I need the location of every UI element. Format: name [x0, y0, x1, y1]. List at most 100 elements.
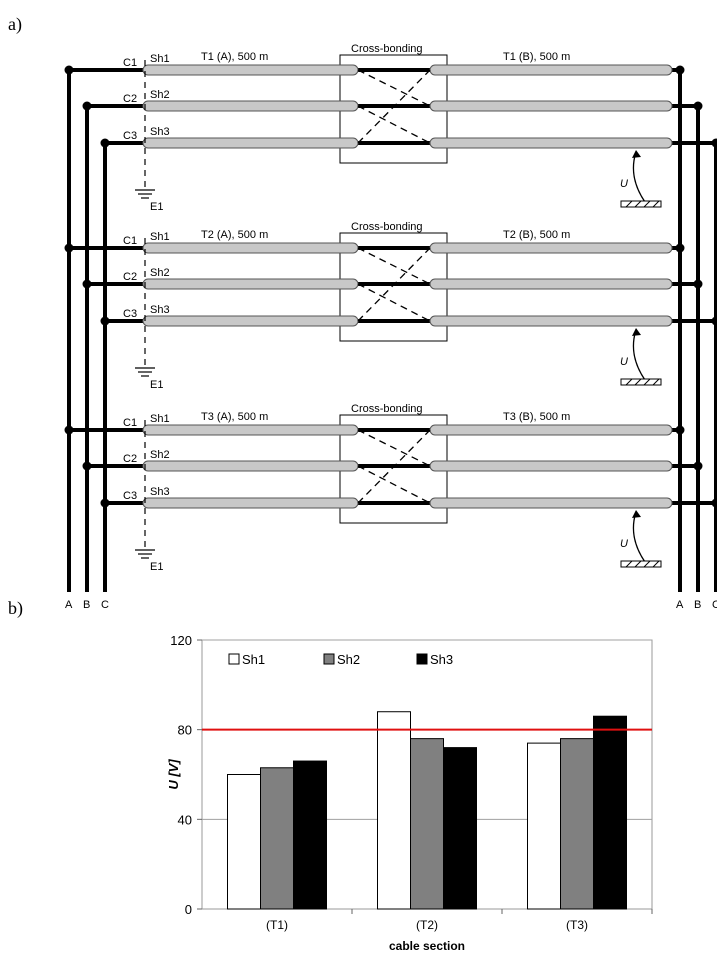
sheath-label: Sh2: [150, 267, 170, 279]
y-tick-label: 40: [178, 812, 192, 827]
sheath-left: [142, 137, 359, 149]
cross-bonding-link: [357, 69, 431, 107]
earth-label: E1: [150, 379, 163, 391]
earth-label: E1: [150, 201, 163, 213]
junction-dot: [100, 316, 110, 326]
legend-label: Sh3: [430, 652, 453, 667]
cross-bonding-link: [357, 429, 431, 504]
x-tick-label: (T3): [566, 918, 588, 932]
junction-dot: [693, 279, 703, 289]
probe-hatch: [625, 378, 633, 386]
sheath-label: Sh3: [150, 126, 170, 138]
sheath-right: [429, 100, 673, 112]
legend-swatch: [323, 653, 335, 665]
sheath-right: [429, 137, 673, 149]
cable-section: Cross-bonding C1 Sh1 C2 Sh2 C3 Sh3 E1 T2 (A), 50…: [64, 221, 717, 391]
section-title-right: T3 (B), 500 m: [503, 411, 570, 423]
junction-dot: [64, 243, 74, 253]
sheath-right: [429, 497, 673, 509]
sheath-right: [429, 424, 673, 436]
cable-section: Cross-bonding C1 Sh1 C2 Sh2 C3 Sh3 E1 T1 (A), 50…: [64, 43, 717, 213]
section-title-left: T1 (A), 500 m: [201, 51, 268, 63]
arrow-head: [632, 150, 641, 158]
probe-hatch: [652, 200, 660, 208]
cross-bonding-label: Cross-bonding: [351, 221, 423, 233]
section-title-left: T3 (A), 500 m: [201, 411, 268, 423]
junction-dot: [82, 101, 92, 111]
phase-label-left: C: [101, 599, 109, 611]
bar-sh2: [560, 738, 594, 910]
cable-section: Cross-bonding C1 Sh1 C2 Sh2 C3 Sh3 E1 T3 (A), 50…: [64, 403, 717, 573]
row-label: C2: [123, 453, 137, 465]
y-tick-label: 0: [185, 902, 192, 917]
arrow-head: [632, 510, 641, 518]
cross-bonding-label: Cross-bonding: [351, 43, 423, 55]
cross-bonding-link: [357, 429, 431, 467]
bar-sh3: [593, 715, 627, 910]
panel-b-label: b): [8, 598, 23, 619]
probe-hatch: [634, 560, 642, 568]
cross-bonding-label: Cross-bonding: [351, 403, 423, 415]
sheath-label: Sh1: [150, 53, 170, 65]
bar-sh3: [443, 747, 477, 910]
section-title-right: T1 (B), 500 m: [503, 51, 570, 63]
probe-hatch: [634, 200, 642, 208]
probe-hatch: [643, 200, 651, 208]
probe-hatch: [625, 560, 633, 568]
sheath-left: [142, 100, 359, 112]
bar-sh1: [227, 774, 261, 910]
row-label: C1: [123, 417, 137, 429]
section-title-right: T2 (B), 500 m: [503, 229, 570, 241]
section-title-left: T2 (A), 500 m: [201, 229, 268, 241]
phase-label-right: A: [676, 599, 684, 611]
legend-swatch: [228, 653, 240, 665]
phase-label-right: C: [712, 599, 717, 611]
cross-bonding-link: [357, 69, 431, 144]
sheath-label: Sh3: [150, 486, 170, 498]
probe-hatch: [643, 560, 651, 568]
cross-bonding-link: [357, 465, 431, 504]
row-label: C3: [123, 490, 137, 502]
junction-dot: [675, 243, 685, 253]
y-axis-title: U [V]: [166, 759, 181, 790]
bar-sh3: [293, 760, 327, 910]
junction-dot: [82, 279, 92, 289]
bar-chart: 0 40 80 120 (T1) (T2) (T3) Sh1 Sh2 Sh3 cable secti…: [166, 633, 653, 953]
voltage-label: U: [620, 356, 628, 368]
sheath-right: [429, 315, 673, 327]
row-label: C2: [123, 93, 137, 105]
probe-hatch: [652, 560, 660, 568]
phase-label-left: A: [65, 599, 73, 611]
arrow-head: [632, 328, 641, 336]
sheath-right: [429, 64, 673, 76]
legend-swatch: [416, 653, 428, 665]
junction-dot: [100, 498, 110, 508]
junction-dot: [711, 138, 717, 148]
junction-dot: [64, 425, 74, 435]
sheath-left: [142, 278, 359, 290]
sheath-label: Sh2: [150, 449, 170, 461]
x-tick-label: (T2): [416, 918, 438, 932]
row-label: C3: [123, 308, 137, 320]
sheath-left: [142, 460, 359, 472]
row-label: C1: [123, 235, 137, 247]
junction-dot: [64, 65, 74, 75]
bar-sh2: [410, 738, 444, 910]
legend-label: Sh1: [242, 652, 265, 667]
cross-bonding-link: [357, 105, 431, 144]
probe-hatch: [652, 378, 660, 386]
row-label: C1: [123, 57, 137, 69]
junction-dot: [693, 101, 703, 111]
y-tick-label: 120: [170, 633, 192, 648]
junction-dot: [711, 316, 717, 326]
voltage-arrow: [632, 329, 646, 381]
bar-sh1: [527, 742, 561, 910]
bar-sh1: [377, 711, 411, 910]
probe-hatch: [625, 200, 633, 208]
cable-diagram: Cross-bonding C1 Sh1 C2 Sh2 C3 Sh3 E1 T1 (A), 50…: [64, 43, 717, 611]
row-label: C3: [123, 130, 137, 142]
junction-dot: [693, 461, 703, 471]
sheath-label: Sh3: [150, 304, 170, 316]
sheath-left: [142, 64, 359, 76]
x-tick-label: (T1): [266, 918, 288, 932]
